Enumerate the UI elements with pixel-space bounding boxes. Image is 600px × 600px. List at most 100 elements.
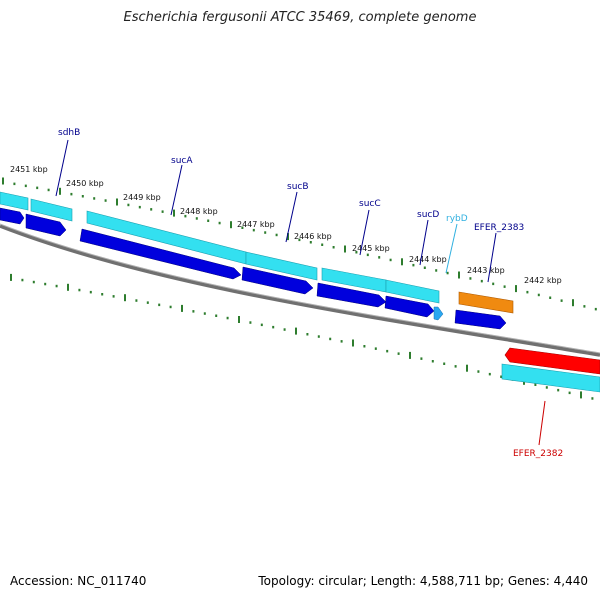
minor-tick — [363, 345, 366, 348]
cds-arrow-sucb[interactable] — [241, 266, 314, 295]
cds-arrow-efer-2382[interactable] — [504, 347, 600, 375]
minor-tick — [272, 325, 275, 329]
minor-tick — [477, 370, 480, 373]
minor-tick — [101, 293, 104, 296]
minor-tick — [44, 282, 47, 286]
major-tick — [409, 351, 411, 359]
minor-tick — [412, 263, 415, 267]
major-tick — [230, 221, 232, 229]
minor-tick — [127, 203, 130, 207]
gene-block-sdhb[interactable] — [30, 198, 73, 222]
major-tick — [2, 177, 4, 185]
cds-arrow-sdhb[interactable] — [25, 213, 67, 237]
minor-tick — [423, 266, 426, 269]
minor-tick — [203, 312, 206, 315]
minor-tick — [534, 383, 537, 386]
minor-tick — [378, 256, 381, 259]
gene-label-suca[interactable]: sucA — [171, 156, 193, 166]
minor-tick — [431, 360, 434, 363]
minor-tick — [355, 251, 358, 254]
accession-text: Accession: NC_011740 — [10, 574, 147, 588]
minor-tick — [366, 253, 369, 257]
gene-block-efer-2383[interactable] — [458, 291, 514, 314]
gene-block-sucd[interactable] — [385, 279, 440, 304]
cds-arrow-suca[interactable] — [79, 228, 242, 280]
minor-tick — [526, 290, 529, 294]
minor-tick — [386, 349, 389, 353]
cds-arrow-efer-2383[interactable] — [454, 309, 507, 330]
minor-tick — [150, 208, 153, 211]
minor-tick — [503, 285, 506, 288]
minor-tick — [591, 397, 594, 400]
minor-tick — [138, 205, 141, 209]
minor-tick — [317, 335, 320, 338]
leader-sucb — [285, 191, 298, 243]
major-tick — [466, 364, 468, 372]
tick-label: 2448 kbp — [180, 207, 218, 216]
minor-tick — [549, 296, 552, 299]
leader-rybd — [445, 223, 458, 274]
major-tick — [580, 391, 582, 399]
gene-label-succ[interactable]: sucC — [359, 199, 381, 209]
minor-tick — [469, 277, 472, 280]
minor-tick — [283, 328, 286, 331]
minor-tick — [568, 391, 571, 395]
minor-tick — [443, 362, 446, 365]
leader-succ — [359, 209, 370, 256]
minor-tick — [169, 305, 172, 309]
tick-label: 2446 kbp — [294, 232, 332, 241]
minor-tick — [389, 258, 392, 262]
minor-tick — [218, 221, 221, 225]
tick-label: 2442 kbp — [524, 276, 562, 285]
major-tick — [295, 327, 297, 335]
minor-tick — [557, 388, 560, 392]
minor-tick — [36, 186, 39, 190]
leader-suca — [170, 164, 183, 216]
minor-tick — [249, 321, 252, 324]
minor-tick — [81, 195, 84, 198]
forward-cds-track — [0, 207, 507, 330]
gene-block-efer-2382[interactable] — [501, 363, 600, 393]
major-tick — [173, 209, 175, 217]
minor-tick — [207, 219, 210, 222]
minor-tick — [500, 375, 503, 378]
minor-tick — [275, 233, 278, 237]
gene-label-sucb[interactable]: sucB — [287, 182, 309, 192]
major-tick — [287, 233, 289, 241]
minor-tick — [264, 231, 267, 234]
cds-arrow-sucd[interactable] — [384, 295, 435, 318]
major-tick — [458, 271, 460, 279]
gene-label-efer-2382[interactable]: EFER_2382 — [513, 449, 563, 459]
minor-tick — [435, 269, 438, 272]
major-tick — [67, 283, 69, 291]
minor-tick — [93, 197, 96, 200]
gene-block-sucb[interactable] — [245, 251, 318, 281]
major-tick — [352, 339, 354, 347]
cds-arrow-succ[interactable] — [316, 282, 387, 308]
major-tick — [116, 198, 118, 206]
minor-tick — [32, 280, 35, 284]
major-tick — [238, 316, 240, 323]
reverse-gene-track — [501, 347, 600, 393]
minor-tick — [306, 333, 309, 336]
minor-tick — [226, 316, 229, 320]
minor-tick — [146, 301, 149, 304]
leader-sucd — [419, 219, 429, 266]
cds-arrow-sdhb-partial[interactable] — [0, 207, 25, 225]
major-tick — [401, 258, 403, 266]
minor-tick — [89, 290, 92, 294]
gene-label-rybd[interactable]: rybD — [446, 214, 468, 224]
minor-tick — [374, 347, 377, 350]
gene-label-sdhb[interactable]: sdhB — [58, 128, 80, 138]
gene-block-sdhb-partial[interactable] — [0, 191, 29, 211]
tick-label: 2450 kbp — [66, 179, 104, 188]
gene-label-sucd[interactable]: sucD — [417, 210, 439, 220]
minor-tick — [252, 228, 255, 232]
minor-tick — [78, 288, 81, 292]
gene-label-efer-2383[interactable]: EFER_2383 — [474, 223, 524, 233]
minor-tick — [545, 386, 548, 389]
minor-tick — [446, 271, 449, 275]
rna-arrow-rybd[interactable] — [433, 306, 444, 321]
minor-tick — [583, 305, 586, 308]
tick-label: 2451 kbp — [10, 165, 48, 174]
